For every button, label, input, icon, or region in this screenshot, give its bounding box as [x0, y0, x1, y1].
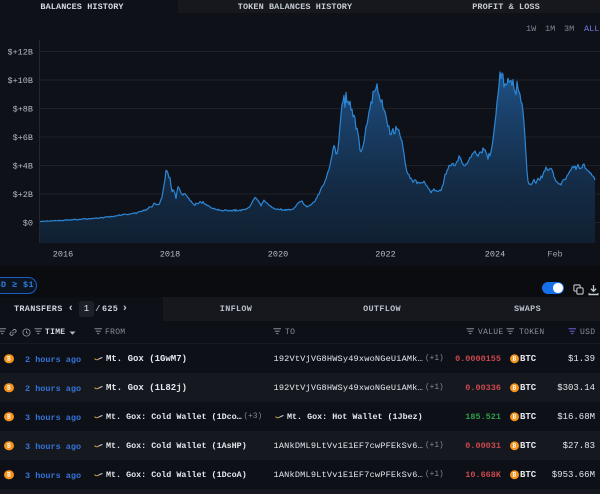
svg-text:2016: 2016 [53, 250, 73, 260]
svg-text:Feb: Feb [547, 250, 562, 260]
svg-text:$0: $0 [23, 219, 33, 229]
svg-text:$+10B: $+10B [7, 76, 33, 86]
svg-text:2020: 2020 [268, 250, 288, 260]
svg-text:2022: 2022 [375, 250, 395, 260]
svg-text:$+4B: $+4B [13, 162, 33, 172]
svg-text:$+6B: $+6B [13, 133, 33, 143]
svg-text:$+12B: $+12B [7, 48, 33, 58]
svg-text:2024: 2024 [485, 250, 505, 260]
svg-text:2018: 2018 [160, 250, 180, 260]
svg-text:$+2B: $+2B [13, 190, 33, 200]
svg-text:$+8B: $+8B [13, 105, 33, 115]
